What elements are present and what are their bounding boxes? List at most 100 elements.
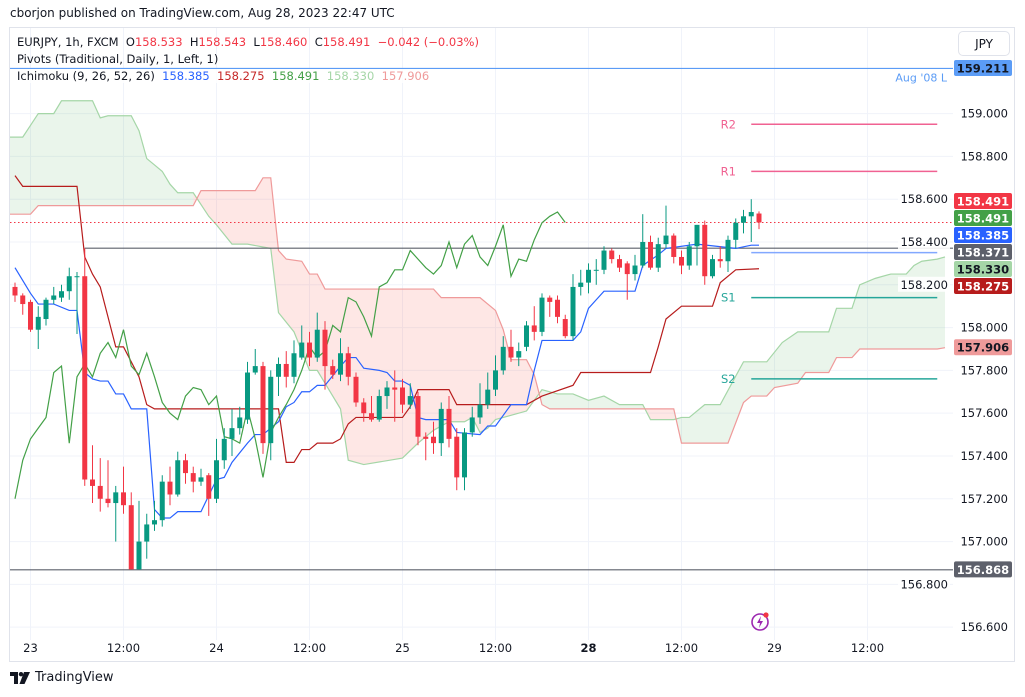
- candle-body: [392, 387, 398, 390]
- candle-body: [144, 524, 150, 542]
- candle-body: [710, 259, 715, 277]
- legend-ichimoku[interactable]: Ichimoku (9, 26, 52, 26) 158.385 158.275…: [17, 69, 430, 83]
- x-tick-label: 12:00: [293, 641, 326, 655]
- price-label-tag: [954, 210, 1012, 227]
- legend-symbol: EURJPY, 1h, FXCM: [17, 35, 119, 49]
- cloud-segment: [77, 100, 85, 206]
- high-value: 158.543: [198, 35, 247, 49]
- cloud-segment: [821, 331, 829, 373]
- candle-body: [183, 460, 188, 474]
- currency-button[interactable]: JPY: [958, 31, 1010, 56]
- low-value: 158.460: [259, 35, 308, 49]
- cloud-segment: [712, 404, 721, 444]
- y-tick-label: 158.200: [900, 278, 948, 292]
- ichimoku-conversion-value: 158.385: [162, 69, 210, 83]
- plot-area: Aug '08 L R2 R1 S1 S2: [10, 67, 953, 571]
- cloud-segment: [53, 100, 62, 206]
- cloud-segment: [100, 115, 108, 206]
- cloud-segment: [394, 289, 403, 460]
- cloud-segment: [340, 289, 349, 461]
- candle-body: [198, 477, 204, 482]
- cloud-segment: [139, 130, 147, 206]
- cloud-segment: [619, 404, 628, 409]
- cloud-segment: [720, 390, 728, 444]
- cloud-segment: [46, 113, 54, 206]
- price-label-tag: [954, 261, 1012, 278]
- cloud-segment: [61, 100, 70, 206]
- candle-body: [128, 505, 134, 570]
- x-tick-label: 24: [209, 641, 224, 655]
- cloud-segment: [270, 177, 279, 313]
- candle-body: [260, 366, 266, 444]
- price-label-text: 158.491: [957, 212, 1009, 226]
- candle-body: [314, 329, 320, 358]
- candle-body: [725, 239, 731, 262]
- candle-body: [338, 353, 343, 375]
- cloud-segment: [557, 393, 566, 409]
- candle-body: [167, 481, 173, 495]
- cloud-segment: [565, 393, 573, 409]
- cloud-segment: [208, 190, 217, 225]
- candle-body: [376, 396, 382, 420]
- cloud-segment: [511, 359, 519, 416]
- cloud-segment: [805, 331, 814, 373]
- pivot-label: S2: [721, 372, 736, 386]
- candle-body: [221, 438, 227, 461]
- candle-body: [90, 479, 95, 486]
- y-tick-label: 158.000: [960, 321, 1008, 335]
- price-label-text: 158.275: [957, 280, 1009, 294]
- price-label-text: 158.371: [957, 246, 1009, 260]
- cloud-segment: [573, 393, 581, 409]
- candle-body: [477, 404, 483, 418]
- cloud-segment: [487, 304, 496, 429]
- candle-body: [283, 363, 289, 377]
- legend-symbol-row: EURJPY, 1h, FXCM O158.533 H158.543 L158.…: [17, 35, 479, 49]
- cloud-segment: [232, 190, 240, 245]
- ichimoku-span-b-value: 157.906: [381, 69, 430, 83]
- cloud-segment: [774, 342, 783, 388]
- cloud-segment: [518, 359, 527, 414]
- candle-body: [578, 282, 584, 287]
- footer: TradingView: [10, 670, 114, 685]
- chart-frame: [9, 27, 1015, 662]
- cloud-segment: [146, 158, 155, 206]
- pivot-label: R1: [721, 164, 736, 178]
- candle-body: [291, 353, 297, 377]
- candle-body: [384, 387, 390, 397]
- candle-body: [59, 291, 64, 298]
- y-tick-label-backdrop: [898, 233, 950, 249]
- candle-body: [97, 485, 103, 499]
- cloud-segment: [371, 289, 380, 464]
- cloud-segment: [867, 278, 876, 349]
- cloud-segment: [898, 274, 907, 349]
- candle-body: [206, 475, 212, 499]
- cloud-segment: [317, 274, 325, 384]
- low-label: L: [253, 35, 260, 49]
- tradingview-logo-icon: [10, 671, 30, 684]
- candle-body: [245, 372, 250, 420]
- cloud-segment: [836, 308, 845, 358]
- cloud-segment: [929, 259, 938, 349]
- price-label-tag: [954, 59, 1012, 76]
- candle-body: [686, 246, 692, 266]
- candle-body: [361, 402, 367, 414]
- candle-body: [322, 329, 328, 367]
- candle-body: [508, 346, 514, 358]
- cloud-segment: [921, 260, 930, 349]
- y-tick-label: 157.000: [960, 535, 1008, 549]
- cloud-segment: [697, 404, 705, 444]
- lightning-event-icon[interactable]: [749, 610, 771, 632]
- price-label-tag: [954, 227, 1012, 244]
- cloud-segment: [611, 400, 620, 409]
- y-tick-label-backdrop: [898, 576, 950, 592]
- y-tick-label: 158.600: [900, 192, 948, 206]
- cloud-segment: [914, 261, 922, 349]
- x-tick-label: 12:00: [479, 641, 512, 655]
- cloud-segment: [937, 256, 945, 349]
- ichimoku-span-a-line: [10, 100, 946, 466]
- cloud-segment: [797, 331, 806, 384]
- legend-pivots[interactable]: Pivots (Traditional, Daily, 1, Left, 1): [17, 52, 218, 66]
- cloud-segment: [813, 331, 821, 373]
- close-label: C: [314, 35, 323, 49]
